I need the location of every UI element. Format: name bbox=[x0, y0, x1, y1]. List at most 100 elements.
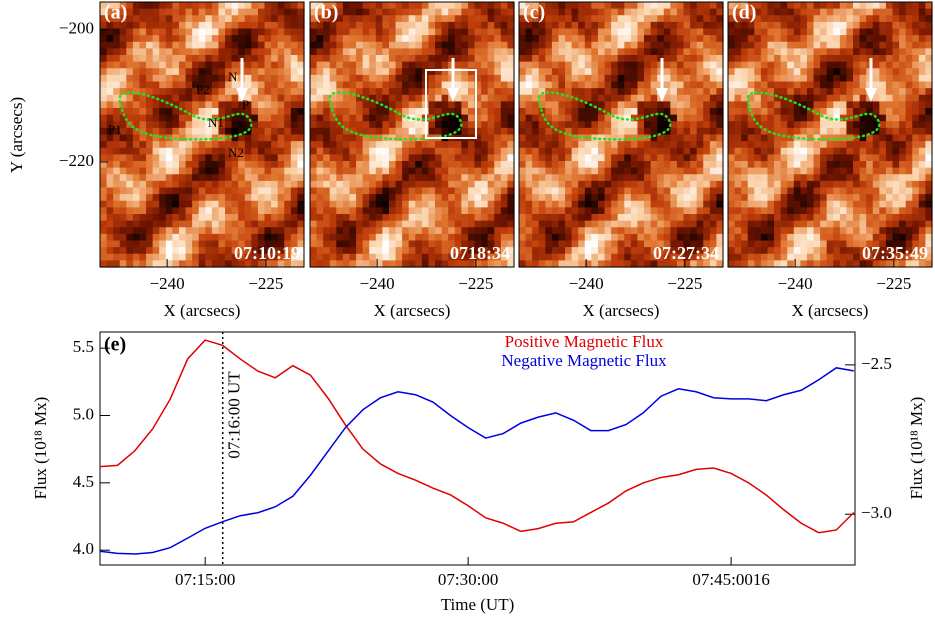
pixel bbox=[840, 154, 847, 161]
pixel bbox=[415, 188, 422, 195]
pixel bbox=[501, 128, 508, 135]
pixel bbox=[774, 247, 781, 254]
pixel bbox=[166, 188, 173, 195]
pixel bbox=[448, 121, 455, 128]
pixel bbox=[251, 207, 258, 214]
pixel bbox=[107, 234, 114, 241]
pixel bbox=[912, 227, 919, 234]
pixel bbox=[501, 201, 508, 208]
pixel bbox=[919, 221, 926, 228]
pixel bbox=[146, 88, 153, 95]
pixel bbox=[820, 121, 827, 128]
pixel bbox=[251, 188, 258, 195]
pixel bbox=[382, 121, 389, 128]
pixel bbox=[545, 29, 552, 36]
pixel bbox=[552, 42, 559, 49]
pixel bbox=[754, 148, 761, 155]
pixel bbox=[703, 68, 710, 75]
pixel bbox=[146, 68, 153, 75]
pixel bbox=[794, 141, 801, 148]
pixel bbox=[539, 247, 546, 254]
pixel bbox=[697, 88, 704, 95]
pixel bbox=[481, 148, 488, 155]
pixel bbox=[677, 42, 684, 49]
pixel bbox=[428, 35, 435, 42]
pixel bbox=[468, 161, 475, 168]
pixel bbox=[120, 82, 127, 89]
pixel bbox=[728, 95, 735, 102]
pixel bbox=[291, 188, 298, 195]
pixel bbox=[853, 221, 860, 228]
pixel bbox=[475, 35, 482, 42]
pixel bbox=[684, 234, 691, 241]
pixel bbox=[741, 35, 748, 42]
pixel bbox=[585, 9, 592, 16]
magnetogram bbox=[100, 2, 305, 268]
pixel bbox=[363, 168, 370, 175]
pixel bbox=[402, 62, 409, 69]
pixel bbox=[618, 181, 625, 188]
pixel bbox=[501, 2, 508, 9]
pixel bbox=[827, 254, 834, 261]
pixel bbox=[363, 9, 370, 16]
pixel bbox=[846, 22, 853, 29]
pixel bbox=[631, 55, 638, 62]
pixel bbox=[846, 221, 853, 228]
pixel bbox=[591, 115, 598, 122]
pixel bbox=[330, 214, 337, 221]
pixel bbox=[598, 42, 605, 49]
pixel bbox=[396, 154, 403, 161]
pixel bbox=[186, 207, 193, 214]
pixel bbox=[690, 161, 697, 168]
pixel bbox=[218, 2, 225, 9]
pixel bbox=[879, 68, 886, 75]
pixel bbox=[265, 9, 272, 16]
pixel bbox=[794, 2, 801, 9]
pixel bbox=[363, 174, 370, 181]
pixel bbox=[212, 247, 219, 254]
pixel bbox=[232, 62, 239, 69]
pixel bbox=[435, 48, 442, 55]
pixel bbox=[866, 29, 873, 36]
pixel bbox=[565, 42, 572, 49]
pixel bbox=[735, 108, 742, 115]
pixel bbox=[330, 221, 337, 228]
pixel bbox=[442, 148, 449, 155]
pixel bbox=[271, 148, 278, 155]
pixel bbox=[232, 2, 239, 9]
pixel bbox=[624, 141, 631, 148]
pixel bbox=[565, 68, 572, 75]
pixel bbox=[664, 101, 671, 108]
pixel bbox=[428, 95, 435, 102]
pixel bbox=[422, 22, 429, 29]
pixel bbox=[703, 88, 710, 95]
pixel bbox=[376, 42, 383, 49]
pixel bbox=[591, 2, 598, 9]
pixel bbox=[748, 75, 755, 82]
pixel bbox=[146, 241, 153, 248]
pixel bbox=[651, 22, 658, 29]
pixel bbox=[468, 214, 475, 221]
pixel bbox=[343, 254, 350, 261]
pixel bbox=[317, 101, 324, 108]
pixel bbox=[428, 174, 435, 181]
pixel bbox=[172, 247, 179, 254]
region-label: N bbox=[228, 69, 238, 84]
pixel bbox=[488, 234, 495, 241]
pixel bbox=[741, 161, 748, 168]
pixel bbox=[369, 247, 376, 254]
pixel bbox=[258, 141, 265, 148]
pixel bbox=[284, 194, 291, 201]
pixel bbox=[800, 168, 807, 175]
pixel bbox=[435, 201, 442, 208]
pixel bbox=[186, 181, 193, 188]
pixel bbox=[591, 9, 598, 16]
pixel bbox=[225, 221, 232, 228]
pixel bbox=[886, 174, 893, 181]
pixel bbox=[186, 62, 193, 69]
pixel bbox=[323, 247, 330, 254]
pixel bbox=[369, 128, 376, 135]
pixel bbox=[781, 207, 788, 214]
pixel bbox=[644, 68, 651, 75]
pixel bbox=[225, 29, 232, 36]
